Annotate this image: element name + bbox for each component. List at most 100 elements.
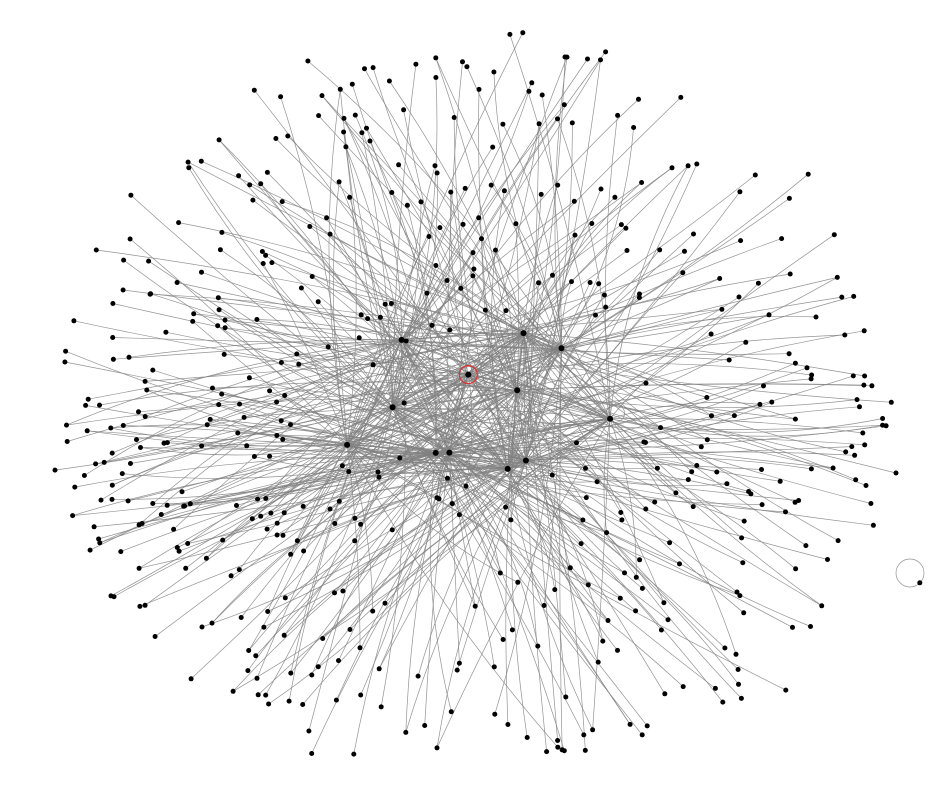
node	[686, 163, 691, 168]
node	[110, 497, 115, 502]
node	[809, 376, 814, 381]
node	[239, 615, 244, 620]
node	[740, 560, 745, 565]
node	[570, 120, 575, 125]
node	[705, 437, 710, 442]
node	[682, 249, 687, 254]
node	[110, 335, 115, 340]
node	[267, 388, 272, 393]
node	[215, 323, 220, 328]
node	[633, 608, 638, 613]
node	[489, 183, 494, 188]
node	[72, 485, 77, 490]
node	[163, 330, 168, 335]
node	[562, 102, 567, 107]
node	[483, 308, 488, 313]
node	[542, 603, 547, 608]
node	[477, 87, 482, 92]
node	[526, 89, 531, 94]
node	[316, 113, 321, 118]
node	[589, 221, 594, 226]
node	[371, 65, 376, 70]
node	[659, 628, 664, 633]
node	[503, 505, 508, 510]
node	[790, 625, 795, 630]
node	[852, 453, 857, 458]
node	[253, 653, 258, 658]
node	[288, 552, 293, 557]
node	[320, 636, 325, 641]
node	[639, 180, 644, 185]
node	[691, 504, 696, 509]
node	[894, 471, 899, 476]
node	[714, 470, 719, 475]
node	[586, 582, 591, 587]
node	[606, 618, 611, 623]
node	[603, 305, 608, 310]
node	[180, 489, 185, 494]
node	[306, 729, 311, 734]
node	[128, 237, 133, 242]
node	[457, 661, 462, 666]
node	[595, 479, 600, 484]
node	[603, 49, 608, 54]
node	[419, 199, 424, 204]
node	[501, 637, 506, 642]
node	[713, 686, 718, 691]
node	[461, 222, 466, 227]
node	[341, 130, 346, 135]
node	[121, 423, 126, 428]
node	[869, 383, 874, 388]
node	[159, 512, 164, 517]
node	[352, 516, 357, 521]
node	[793, 417, 798, 422]
node	[552, 587, 557, 592]
node	[191, 311, 196, 316]
node	[171, 527, 176, 532]
node	[282, 393, 287, 398]
node	[86, 397, 91, 402]
node	[667, 540, 672, 545]
node	[596, 660, 601, 665]
node	[585, 57, 590, 62]
node	[261, 261, 266, 266]
node	[590, 727, 595, 732]
node	[338, 87, 343, 92]
node	[515, 580, 520, 585]
node	[819, 603, 824, 608]
node	[767, 312, 772, 317]
node	[332, 590, 337, 595]
node	[279, 418, 284, 423]
node	[709, 413, 714, 418]
node	[631, 125, 636, 130]
node	[691, 232, 696, 237]
node	[300, 702, 305, 707]
node	[583, 748, 588, 753]
node	[447, 327, 452, 332]
node	[176, 220, 181, 225]
node	[199, 159, 204, 164]
node	[783, 509, 788, 514]
node	[358, 645, 363, 650]
node	[219, 392, 224, 397]
node	[637, 292, 642, 297]
node	[231, 689, 236, 694]
node	[247, 375, 252, 380]
node	[449, 709, 454, 714]
node	[520, 30, 525, 35]
node	[267, 454, 272, 459]
node	[250, 516, 255, 521]
node	[218, 247, 223, 252]
node	[316, 299, 321, 304]
node	[258, 514, 263, 519]
node	[458, 286, 463, 291]
node	[256, 692, 261, 697]
node	[365, 316, 370, 321]
node	[260, 249, 265, 254]
node	[612, 195, 617, 200]
node	[430, 323, 435, 328]
node	[261, 625, 266, 630]
node	[686, 477, 691, 482]
node	[200, 625, 205, 630]
node	[279, 360, 284, 365]
